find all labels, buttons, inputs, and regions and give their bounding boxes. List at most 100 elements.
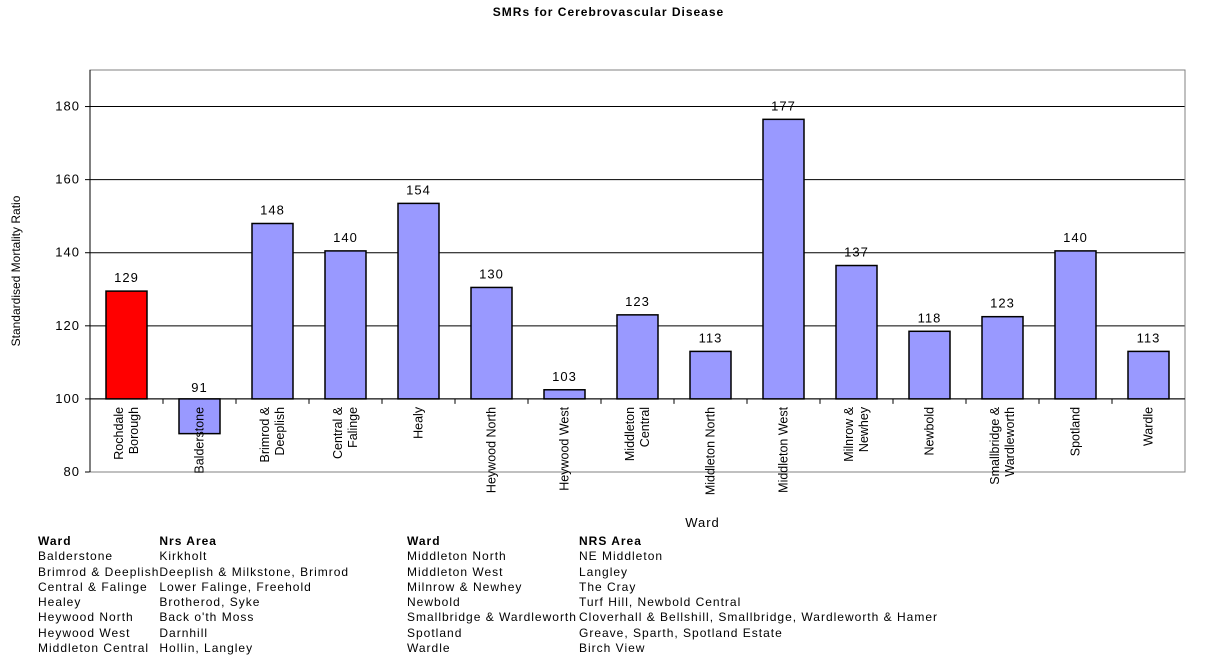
legend-ward: Wardle [407, 641, 451, 656]
y-tick-label: 80 [64, 464, 80, 479]
legend-row: Heywood West Darnhill [38, 626, 349, 641]
y-tick-label: 140 [55, 245, 80, 260]
legend-ward: Balderstone [38, 549, 114, 564]
x-tick-label-line: Borough [127, 407, 141, 454]
chart-title: SMRs for Cerebrovascular Disease [492, 5, 725, 19]
data-label: 130 [479, 266, 504, 281]
legend-row: Milnrow & Newhey The Cray [407, 580, 938, 595]
x-tick-label-line: Newbold [923, 407, 937, 456]
data-label: 118 [918, 310, 942, 325]
data-label: 123 [990, 296, 1015, 311]
legend-right-area-header: NRS Area [579, 534, 642, 548]
x-tick-label-line: Heywood North [485, 407, 499, 493]
legend-row: Spotland Greave, Sparth, Spotland Estate [407, 626, 938, 641]
x-tick-label: Middleton North [704, 407, 718, 495]
bar [762, 118, 805, 400]
bar [397, 202, 440, 400]
x-tick-label: Newbold [923, 407, 937, 456]
data-label: 113 [1137, 330, 1161, 345]
legend-area: Darnhill [159, 625, 209, 640]
x-tick-label: Middleton West [777, 406, 791, 492]
x-tick-label: Spotland [1069, 407, 1083, 456]
x-tick-label-line: Newhey [857, 406, 871, 452]
data-label: 129 [114, 270, 139, 285]
data-label: 154 [406, 182, 431, 197]
x-tick-label: Wardle [1142, 407, 1156, 446]
y-axis-title: Standardised Mortality Ratio [9, 195, 23, 346]
data-label: 91 [191, 380, 207, 395]
legend-ward: Middleton Central [38, 641, 150, 656]
bar [981, 315, 1024, 400]
legend-area: Kirkholt [159, 549, 208, 564]
legend-area: Birch View [579, 641, 646, 656]
bar [470, 286, 513, 400]
legend-ward: Middleton North [407, 549, 507, 564]
x-tick-label-line: Wardleworth [1003, 407, 1017, 477]
legend-ward: Middleton West [407, 564, 504, 579]
legend-row: Wardle Birch View [407, 641, 938, 656]
x-tick-label: Middleton Central [623, 407, 652, 461]
y-tick-label: 100 [55, 391, 80, 406]
data-label: 113 [699, 330, 723, 345]
bars [105, 118, 1170, 435]
x-tick-label: Heywood North [485, 407, 499, 493]
x-tick-label-line: Smallbridge & [988, 406, 1002, 484]
ward-legend-right: Ward NRS Area Middleton North NE Middleto… [407, 534, 938, 656]
legend-row: Brimrod & Deeplish Deeplish & Milkstone, … [38, 565, 349, 580]
legend-ward: Healey [38, 595, 82, 610]
x-tick-label: Central & Falinge [331, 406, 360, 459]
x-tick-label: Balderstone [193, 407, 207, 474]
bar [908, 330, 951, 400]
bar [1054, 250, 1097, 400]
legend-row: Middleton North NE Middleton [407, 549, 938, 564]
data-label: 103 [552, 369, 577, 384]
legend-left-area-header: Nrs Area [159, 534, 217, 548]
legend-area: NE Middleton [579, 549, 664, 564]
legend-area: Back o'th Moss [159, 610, 255, 625]
bar [616, 314, 659, 400]
legend-area: The Cray [579, 579, 637, 594]
x-tick-label-line: Healy [412, 406, 426, 439]
y-tick-label: 180 [55, 99, 80, 114]
legend-ward: Smallbridge & Wardleworth [407, 610, 577, 625]
legend-row: Heywood North Back o'th Moss [38, 610, 349, 625]
legend-ward: Central & Falinge [38, 579, 148, 594]
x-tick-label-line: Rochdale [112, 407, 126, 460]
legend-row: Smallbridge & Wardleworth Cloverhall & Be… [407, 610, 938, 625]
legend-area: Cloverhall & Bellshill, Smallbridge, War… [579, 610, 938, 625]
labels: 80 100 120 140 160 180 129 Rochdale Borough 91 Bal… [55, 98, 1161, 495]
legend-ward: Heywood North [38, 610, 134, 625]
x-tick-label-line: Middleton West [777, 406, 791, 492]
legend-ward: Brimrod & Deeplish [38, 564, 160, 579]
legend-area: Turf Hill, Newbold Central [579, 595, 742, 610]
data-label: 137 [844, 245, 869, 260]
x-tick-label-line: Central & [331, 406, 345, 459]
legend-area: Lower Falinge, Freehold [159, 579, 312, 594]
x-tick-label: Heywood West [558, 406, 572, 490]
legend-row: Healey Brotherod, Syke [38, 595, 349, 610]
legend-area: Langley [579, 564, 629, 579]
x-tick-label: Smallbridge & Wardleworth [988, 406, 1017, 484]
legend-ward: Heywood West [38, 625, 131, 640]
legend-left-ward-header: Ward [38, 534, 72, 548]
legend-row: Middleton West Langley [407, 565, 938, 580]
x-tick-label-line: Middleton [623, 407, 637, 461]
bar [251, 222, 294, 400]
x-tick-label-line: Middleton North [704, 407, 718, 495]
legend-row: Central & Falinge Lower Falinge, Freehold [38, 580, 349, 595]
legend-area: Greave, Sparth, Spotland Estate [579, 625, 783, 640]
x-tick-label-line: Falinge [346, 407, 360, 448]
x-tick-label-line: Heywood West [558, 406, 572, 490]
bar [543, 389, 586, 400]
legend-area: Brotherod, Syke [159, 595, 261, 610]
ward-legend-left: Ward Nrs Area Balderstone Kirkholt Brimro… [38, 534, 349, 656]
x-tick-label: Rochdale Borough [112, 407, 141, 460]
data-label: 140 [333, 230, 358, 245]
y-tick-label: 120 [55, 318, 80, 333]
x-axis-title: Ward [685, 515, 720, 530]
data-label: 123 [625, 294, 650, 309]
legend-row: Balderstone Kirkholt [38, 549, 349, 564]
x-tick-label-line: Central [638, 407, 652, 447]
bar [105, 290, 148, 400]
x-tick-label-line: Balderstone [193, 407, 207, 474]
